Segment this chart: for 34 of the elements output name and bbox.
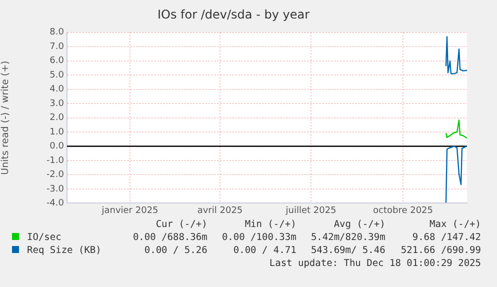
text: Last update: Thu Dec 18 01:00:29 2025 xyxy=(268,257,482,270)
text: Min (-/+) xyxy=(244,218,298,231)
y-tick-label: 0.0 xyxy=(50,142,64,152)
text: 0.00 /100.33m xyxy=(220,231,298,244)
x-tick-label: octobre 2025 xyxy=(372,206,434,216)
y-tick-label: 3.0 xyxy=(50,98,64,109)
text: 521.66 /690.99 xyxy=(400,244,482,257)
x-tick-label: avril 2025 xyxy=(197,206,243,216)
y-axis-title: Units read (-) / write (+) xyxy=(0,60,12,175)
text: 5.42m/820.39m xyxy=(310,231,386,244)
legend-label: Req Size (KB) xyxy=(27,245,102,256)
text: Avg (-/+) xyxy=(332,218,386,231)
y-tick-label: -2.0 xyxy=(46,170,64,180)
y-tick-label: 8.0 xyxy=(50,28,64,38)
x-tick-label: janvier 2025 xyxy=(100,206,158,216)
y-tick-label: 6.0 xyxy=(50,56,64,66)
text: 0.00 / 5.26 xyxy=(143,244,208,257)
text: Cur (-/+) xyxy=(154,218,208,231)
y-tick-label: 2.0 xyxy=(50,113,64,124)
y-tick-label: 7.0 xyxy=(50,42,64,52)
chart-title: IOs for /dev/sda - by year xyxy=(157,7,310,22)
text: Max (-/+) xyxy=(428,218,482,231)
text: 9.68 /147.42 xyxy=(411,231,482,244)
text: 0.00 /688.36m xyxy=(132,231,208,244)
legend-label: IO/sec xyxy=(27,232,62,243)
y-tick-label: -3.0 xyxy=(46,184,64,194)
y-tick-label: -1.0 xyxy=(46,156,64,166)
text: 0.00 / 4.71 xyxy=(232,244,298,257)
text: 543.69m/ 5.46 xyxy=(310,244,386,257)
y-tick-label: 5.0 xyxy=(50,70,64,80)
y-tick-label: 1.0 xyxy=(50,127,64,138)
y-tick-label: -4.0 xyxy=(46,198,64,209)
y-tick-label: 4.0 xyxy=(50,84,64,95)
x-tick-label: juillet 2025 xyxy=(284,206,336,216)
